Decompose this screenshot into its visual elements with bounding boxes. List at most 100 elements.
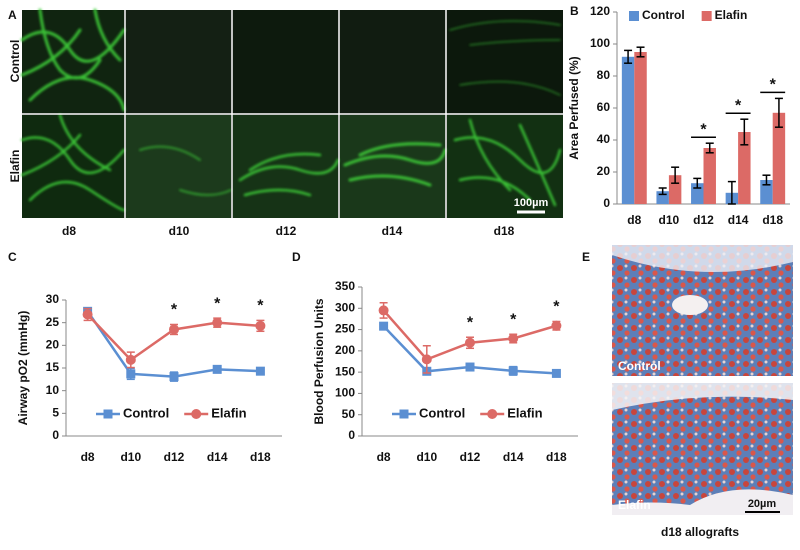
x-tick-label: d10 xyxy=(659,213,680,227)
y-tick-label: 0 xyxy=(603,196,610,210)
legend-label: Control xyxy=(123,405,169,420)
marker xyxy=(551,320,562,331)
column-label: d8 xyxy=(62,224,76,238)
x-tick-label: d10 xyxy=(416,450,437,464)
y-tick-label: 100 xyxy=(590,36,610,50)
y-tick-label: 20 xyxy=(597,164,611,178)
marker xyxy=(125,354,136,365)
legend-label: Elafin xyxy=(211,405,246,420)
legend-marker xyxy=(487,409,498,419)
marker xyxy=(255,320,266,331)
column-label: d14 xyxy=(382,224,403,238)
y-axis-label: Area Perfused (%) xyxy=(567,56,581,159)
column-label: d12 xyxy=(276,224,297,238)
significance-marker: * xyxy=(214,295,221,312)
y-tick-label: 120 xyxy=(590,4,610,18)
y-tick-label: 150 xyxy=(335,364,355,378)
y-tick-label: 250 xyxy=(335,322,355,336)
y-tick-label: 350 xyxy=(335,279,355,293)
y-tick-label: 25 xyxy=(46,315,60,329)
scale-bar-label: 100µm xyxy=(514,197,549,209)
y-tick-label: 200 xyxy=(335,343,355,357)
bar xyxy=(634,52,647,204)
panel-label: E xyxy=(582,250,590,264)
marker xyxy=(551,368,561,378)
marker xyxy=(508,333,519,344)
y-tick-label: 5 xyxy=(52,406,59,420)
marker xyxy=(379,321,389,331)
bar xyxy=(703,148,716,204)
column-label: d18 xyxy=(494,224,515,238)
row-label: Control xyxy=(8,40,22,83)
marker xyxy=(82,309,93,320)
legend-marker xyxy=(103,409,113,419)
legend-marker xyxy=(191,409,202,419)
marker xyxy=(212,364,222,374)
x-tick-label: d14 xyxy=(728,213,749,227)
x-tick-label: d18 xyxy=(250,450,271,464)
series-line xyxy=(86,310,261,378)
significance-marker: * xyxy=(553,299,560,316)
x-tick-label: d10 xyxy=(120,450,141,464)
bar xyxy=(772,112,786,204)
x-tick-label: d12 xyxy=(693,213,714,227)
significance-marker: * xyxy=(510,311,517,328)
y-axis-label: Blood Perfusion Units xyxy=(312,298,326,424)
bar xyxy=(760,180,773,204)
significance-marker: * xyxy=(257,298,264,315)
marker xyxy=(255,366,265,376)
x-tick-label: d12 xyxy=(164,450,185,464)
panel-e-images xyxy=(612,245,793,515)
legend-label: Control xyxy=(419,405,465,420)
significance-marker: * xyxy=(770,77,777,94)
x-tick-label: d8 xyxy=(377,450,391,464)
y-tick-label: 10 xyxy=(46,383,60,397)
panel-label: B xyxy=(570,4,579,18)
x-tick-label: d18 xyxy=(546,450,567,464)
x-tick-label: d14 xyxy=(207,450,228,464)
marker xyxy=(378,305,389,316)
y-axis-label: Airway pO2 (mmHg) xyxy=(16,311,30,426)
y-tick-label: 60 xyxy=(597,100,611,114)
y-tick-label: 30 xyxy=(46,292,60,306)
x-tick-label: d18 xyxy=(762,213,783,227)
image-label: Control xyxy=(618,359,661,373)
legend-marker xyxy=(399,409,409,419)
legend-label: Elafin xyxy=(715,8,748,22)
y-tick-label: 80 xyxy=(597,68,611,82)
marker xyxy=(169,324,179,335)
marker xyxy=(465,337,475,348)
x-tick-label: d8 xyxy=(627,213,641,227)
marker xyxy=(169,372,179,382)
x-tick-label: d14 xyxy=(503,450,524,464)
marker xyxy=(126,369,136,379)
legend-swatch xyxy=(701,11,712,21)
series-line xyxy=(86,313,261,362)
bar xyxy=(738,132,751,204)
scale-bar-label: 20µm xyxy=(748,498,777,510)
bar xyxy=(621,56,635,204)
y-tick-label: 15 xyxy=(46,360,60,374)
panel-label: A xyxy=(8,8,17,22)
column-label: d10 xyxy=(169,224,190,238)
y-tick-label: 40 xyxy=(597,132,611,146)
y-tick-label: 0 xyxy=(348,428,355,442)
y-tick-label: 50 xyxy=(342,407,356,421)
bar xyxy=(668,175,682,204)
panel-a-images xyxy=(20,8,563,218)
significance-marker: * xyxy=(700,121,707,138)
panel-label: C xyxy=(8,250,17,264)
y-tick-label: 20 xyxy=(46,338,60,352)
marker xyxy=(421,354,432,365)
panel-label: D xyxy=(292,250,301,264)
significance-marker: * xyxy=(467,314,474,331)
significance-marker: * xyxy=(171,302,178,319)
image-caption: d18 allografts xyxy=(661,525,739,539)
x-tick-label: d12 xyxy=(460,450,481,464)
image-label: Elafin xyxy=(618,498,651,512)
legend-swatch xyxy=(629,11,639,21)
y-tick-label: 100 xyxy=(335,386,355,400)
x-tick-label: d8 xyxy=(81,450,95,464)
significance-marker: * xyxy=(735,97,742,114)
